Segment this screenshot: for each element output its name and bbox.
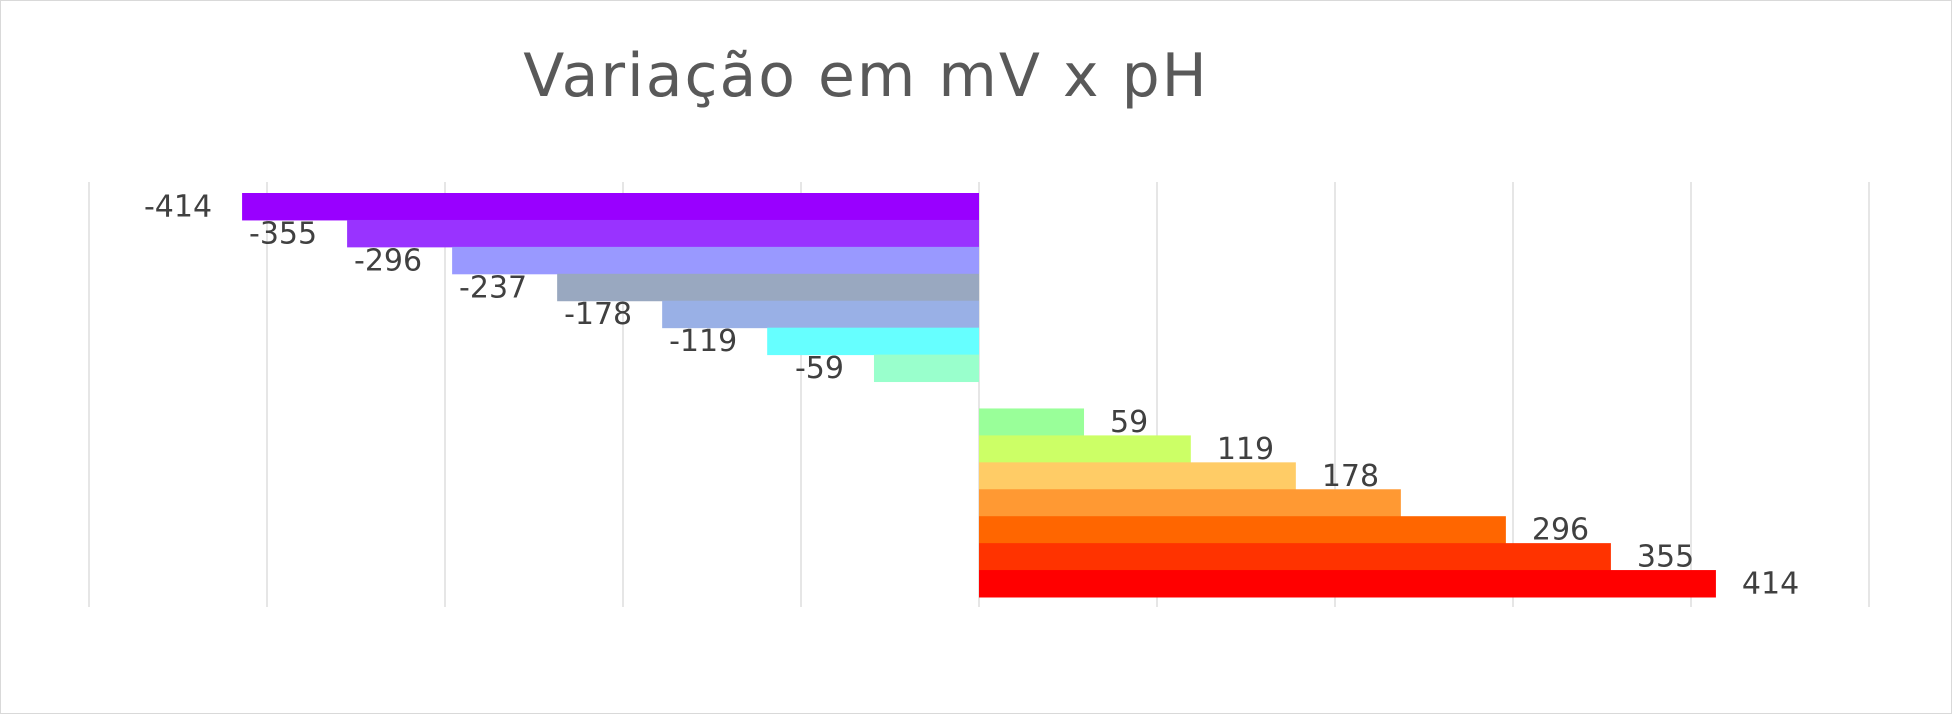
bar xyxy=(979,408,1085,436)
bar xyxy=(557,273,979,302)
data-label: -119 xyxy=(669,324,737,359)
chart-title: Variação em mV x pH xyxy=(523,41,1209,111)
data-label: 119 xyxy=(1217,432,1274,467)
bar xyxy=(979,489,1401,517)
bar xyxy=(662,300,979,329)
data-label: 296 xyxy=(1532,513,1589,548)
data-label: 355 xyxy=(1637,540,1694,575)
bar xyxy=(767,327,979,356)
data-label: -59 xyxy=(795,351,844,386)
bar xyxy=(979,543,1611,571)
bar xyxy=(979,570,1716,598)
bar xyxy=(873,354,979,383)
bar xyxy=(979,435,1191,463)
data-label: -178 xyxy=(564,297,632,332)
data-label: -414 xyxy=(144,189,212,224)
data-label: -355 xyxy=(249,216,317,251)
data-label: 178 xyxy=(1322,459,1379,494)
data-label: 59 xyxy=(1110,405,1148,440)
data-label: -237 xyxy=(459,270,527,305)
bar xyxy=(452,246,979,275)
data-label: 414 xyxy=(1742,567,1799,602)
bar xyxy=(347,219,980,248)
bar xyxy=(242,193,979,221)
data-label: -296 xyxy=(354,243,422,278)
bar xyxy=(979,462,1296,490)
bar xyxy=(979,516,1506,544)
